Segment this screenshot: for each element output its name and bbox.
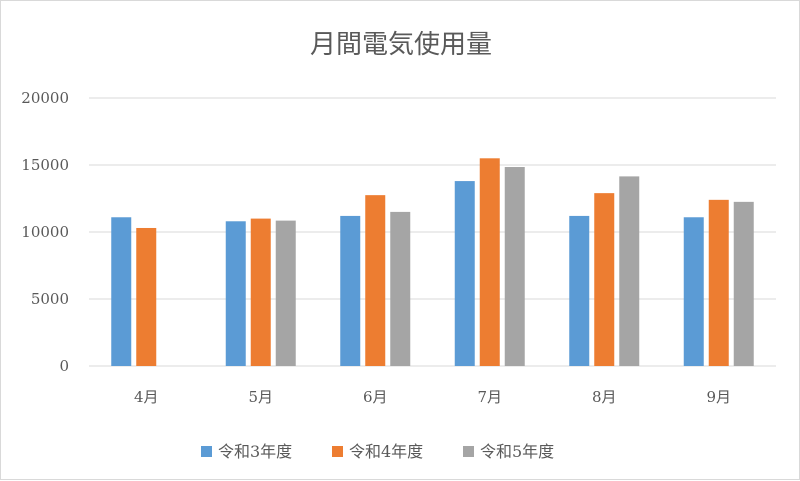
legend: 令和3年度 令和4年度 令和5年度: [201, 442, 554, 461]
bar-3-2: [275, 220, 296, 366]
chart-title: 月間電気使用量: [310, 30, 492, 60]
bar-2-4: [479, 158, 500, 366]
legend-swatch-1: [201, 446, 212, 457]
bar-1-3: [340, 215, 361, 366]
legend-swatch-3: [463, 446, 474, 457]
bar-1-4: [454, 181, 475, 366]
bar-2-6: [708, 199, 729, 366]
bar-3-3: [390, 211, 411, 366]
bar-1-6: [683, 217, 704, 366]
x-category-label: 5月: [248, 388, 273, 406]
bars: [111, 158, 754, 366]
legend-swatch-2: [332, 446, 343, 457]
bar-2-2: [250, 218, 271, 366]
y-tick-label: 0: [59, 357, 69, 375]
legend-label-2: 令和4年度: [349, 442, 423, 461]
bar-1-5: [569, 215, 590, 366]
gridlines: [89, 97, 776, 367]
x-category-label: 4月: [134, 388, 159, 406]
bar-3-4: [504, 167, 525, 366]
bar-2-3: [365, 195, 386, 366]
y-tick-label: 15000: [21, 156, 69, 174]
y-axis-ticks: 0 5000 10000 15000 20000: [21, 89, 69, 375]
bar-3-6: [733, 201, 754, 366]
bar-2-1: [136, 227, 157, 366]
x-category-label: 8月: [592, 388, 617, 406]
legend-label-3: 令和5年度: [480, 442, 554, 461]
y-tick-label: 5000: [31, 290, 69, 308]
y-tick-label: 10000: [21, 223, 69, 241]
bar-1-2: [225, 221, 246, 366]
x-category-label: 9月: [706, 388, 731, 406]
x-category-label: 6月: [363, 388, 388, 406]
legend-label-1: 令和3年度: [218, 442, 292, 461]
y-tick-label: 20000: [21, 89, 69, 107]
bar-3-5: [619, 176, 640, 366]
bar-1-1: [111, 217, 132, 366]
x-category-label: 7月: [477, 388, 502, 406]
x-axis-categories: 4月 5月 6月 7月 8月 9月: [134, 388, 731, 406]
bar-2-5: [594, 193, 615, 366]
